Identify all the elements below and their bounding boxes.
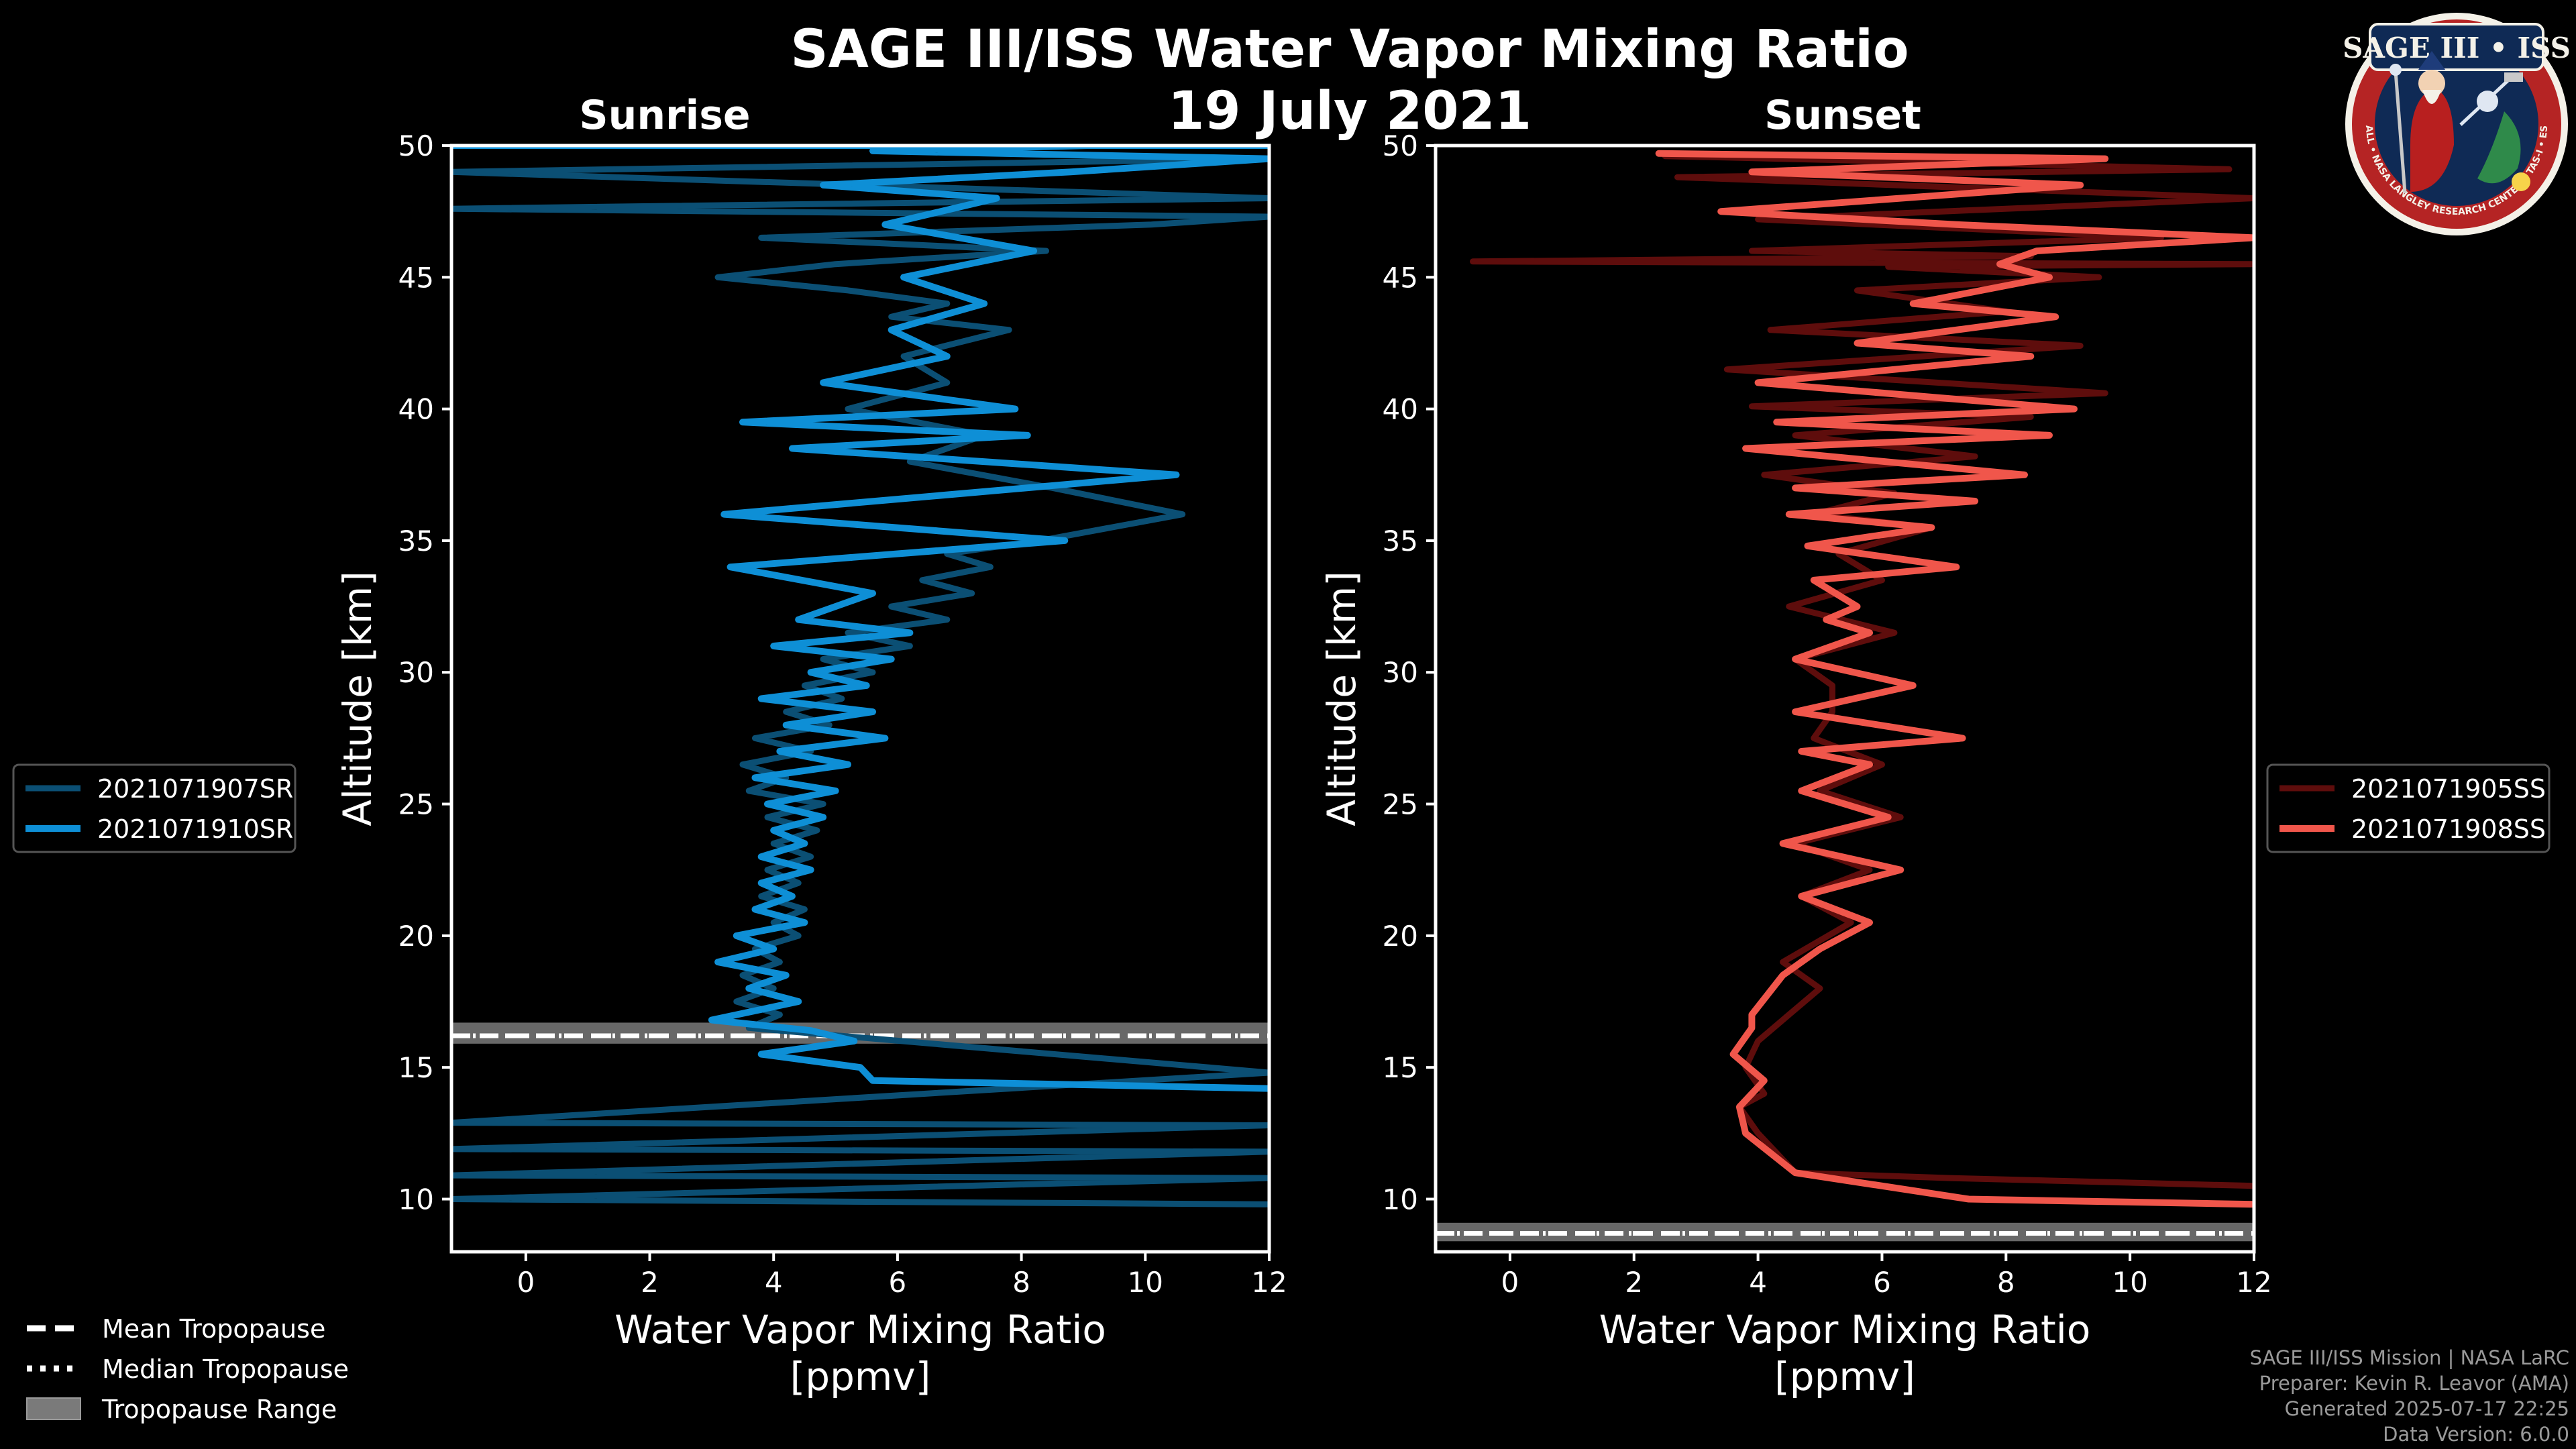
legend-label: Mean Tropopause bbox=[102, 1314, 325, 1344]
y-tick-label: 35 bbox=[398, 525, 434, 557]
series-line-2021071905SS bbox=[1470, 153, 2254, 1189]
series-legend: 2021071907SR 2021071910SR bbox=[12, 763, 297, 853]
legend-swatch-range bbox=[26, 1397, 81, 1420]
y-tick-label: 45 bbox=[1383, 261, 1418, 294]
x-tick-label: 10 bbox=[2112, 1266, 2147, 1299]
x-tick-label: 0 bbox=[1501, 1266, 1519, 1299]
x-tick-label: 2 bbox=[641, 1266, 659, 1299]
plot-frame bbox=[449, 144, 1271, 1254]
series-group bbox=[451, 146, 1269, 1208]
x-axis-label: Water Vapor Mixing Ratio bbox=[1599, 1307, 2091, 1352]
y-axis-label: Altitude [km] bbox=[335, 571, 380, 826]
y-tick-label: 45 bbox=[398, 261, 434, 294]
x-tick-label: 8 bbox=[1997, 1266, 2015, 1299]
credit-line: SAGE III/ISS Mission | NASA LaRC bbox=[2249, 1346, 2569, 1369]
y-tick-label: 40 bbox=[1383, 393, 1418, 426]
legend-label: Tropopause Range bbox=[101, 1395, 337, 1424]
y-tick-label: 10 bbox=[1383, 1183, 1418, 1216]
x-tick-label: 12 bbox=[2236, 1266, 2271, 1299]
legend-label: 2021071908SS bbox=[2351, 814, 2546, 844]
sunset-panel: 0 2 4 6 8 10 12 10 15 20 25 30 35 40 45 50 Sunset Water V… bbox=[1319, 92, 2551, 1399]
credit-line: Generated 2025-07-17 22:25 bbox=[2284, 1397, 2569, 1420]
x-tick-label: 4 bbox=[765, 1266, 783, 1299]
y-tick-label: 10 bbox=[398, 1183, 434, 1216]
legend-label: 2021071910SR bbox=[97, 814, 293, 844]
x-axis-label: [ppmv] bbox=[1774, 1354, 1915, 1399]
sage-iii-iss-mission-logo: SAGE III • ISS BALL • NASA LANGLEY RESEA… bbox=[2340, 3, 2571, 240]
x-tick-label: 12 bbox=[1251, 1266, 1287, 1299]
x-tick-label: 4 bbox=[1749, 1266, 1767, 1299]
chart-date: 19 July 2021 bbox=[1168, 81, 1532, 142]
series-group bbox=[1470, 150, 2254, 1208]
y-tick-label: 30 bbox=[398, 656, 434, 689]
x-axis-label: Water Vapor Mixing Ratio bbox=[614, 1307, 1106, 1352]
y-tick-label: 40 bbox=[398, 393, 434, 426]
plot-frame bbox=[1434, 144, 2256, 1254]
x-tick-label: 6 bbox=[889, 1266, 907, 1299]
x-axis-label: [ppmv] bbox=[790, 1354, 931, 1399]
y-tick-label: 50 bbox=[398, 129, 434, 162]
chart-title: SAGE III/ISS Water Vapor Mixing Ratio bbox=[790, 19, 1909, 80]
legend-box bbox=[2266, 763, 2551, 853]
y-tick-label: 35 bbox=[1383, 525, 1418, 557]
y-axis-label: Altitude [km] bbox=[1319, 571, 1364, 826]
logo-mission-name: SAGE III • ISS bbox=[2343, 32, 2570, 64]
credit-line: Preparer: Kevin R. Leavor (AMA) bbox=[2259, 1372, 2569, 1395]
legend-label: Median Tropopause bbox=[102, 1354, 349, 1384]
credits-block: SAGE III/ISS Mission | NASA LaRC Prepare… bbox=[2250, 1345, 2569, 1447]
x-tick-label: 0 bbox=[517, 1266, 535, 1299]
x-tick-label: 6 bbox=[1873, 1266, 1891, 1299]
tropopause-range-band bbox=[451, 1022, 1269, 1044]
y-tick-label: 50 bbox=[1383, 129, 1418, 162]
series-line-2021071910SR bbox=[451, 146, 1269, 1092]
series-legend: 2021071905SS 2021071908SS bbox=[2266, 763, 2551, 853]
panel-title: Sunrise bbox=[579, 92, 750, 139]
legend-label: 2021071907SR bbox=[97, 774, 293, 804]
x-tick-label: 2 bbox=[1625, 1266, 1643, 1299]
x-tick-label: 8 bbox=[1012, 1266, 1030, 1299]
credit-line: Data Version: 6.0.0 bbox=[2383, 1423, 2569, 1446]
y-tick-label: 15 bbox=[1383, 1051, 1418, 1084]
sunrise-panel: 0 2 4 6 8 10 12 10 15 20 25 30 35 40 45 50 Sunrise Water … bbox=[12, 92, 1287, 1399]
panel-title: Sunset bbox=[1764, 92, 1921, 139]
y-tick-label: 20 bbox=[398, 920, 434, 953]
legend-label: 2021071905SS bbox=[2351, 774, 2546, 804]
tropopause-legend: Mean Tropopause Median Tropopause Tropopau… bbox=[26, 1314, 349, 1424]
y-tick-label: 25 bbox=[1383, 788, 1418, 821]
legend-box bbox=[12, 763, 297, 853]
y-tick-label: 15 bbox=[398, 1051, 434, 1084]
series-line-2021071908SS bbox=[1655, 150, 2254, 1208]
x-tick-label: 10 bbox=[1128, 1266, 1163, 1299]
y-tick-label: 30 bbox=[1383, 656, 1418, 689]
y-tick-label: 20 bbox=[1383, 920, 1418, 953]
y-tick-label: 25 bbox=[398, 788, 434, 821]
